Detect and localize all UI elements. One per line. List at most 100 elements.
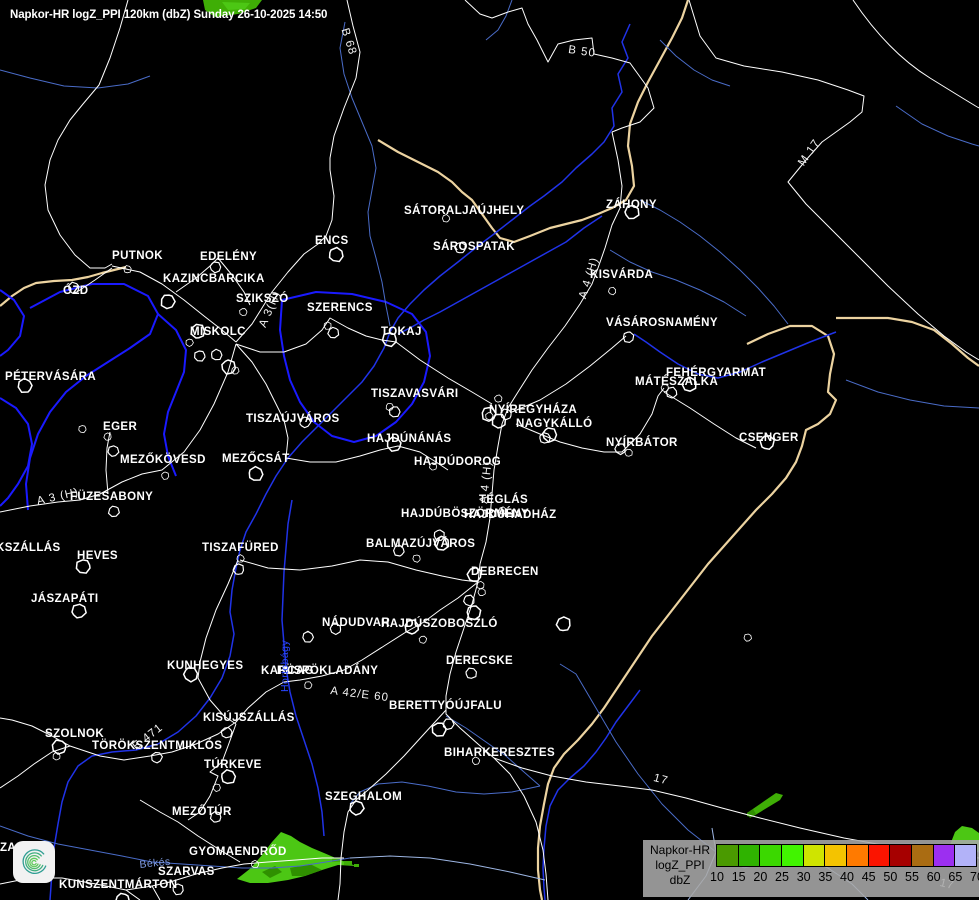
map-label: TISZAVASVÁRI [371, 388, 459, 400]
map-label: TÖRÖKSZENTMIKLÓS [92, 740, 223, 752]
legend-line-radar: Napkor-HR [649, 843, 710, 857]
map-label: Hortobágy [279, 639, 291, 692]
map-label: ZA [0, 842, 17, 854]
legend-swatch [716, 844, 739, 867]
legend-swatch [759, 844, 783, 867]
map-label: KISÚJSZÁLLÁS [203, 712, 295, 724]
map-label: SZIKSZÓ [236, 293, 289, 305]
map-label: PUTNOK [112, 250, 163, 262]
legend-swatch [846, 844, 869, 867]
map-label: KISVÁRDA [590, 269, 654, 281]
map-label: KAZINCBARCIKA [163, 273, 265, 285]
legend-product-name: Napkor-HR logZ_PPI dbZ [643, 840, 717, 897]
legend-swatch-row [716, 844, 978, 867]
map-label: SZARVAS [158, 866, 215, 878]
legend-tick: 65 [948, 870, 963, 884]
map-label: DERECSKE [446, 655, 514, 667]
map-label: KUNSZENTMÁRTON [59, 879, 178, 891]
legend-tick: 25 [775, 870, 789, 884]
map-label: HAJDÚSZOBOSZLÓ [381, 618, 498, 630]
map-label: BERETTYÓÚJFALU [389, 700, 502, 712]
legend-tick: 35 [818, 870, 833, 884]
map-label: MISKOLC [190, 326, 246, 338]
map-label: ÓZD [63, 285, 89, 297]
map-label: SZEGHALOM [325, 791, 403, 803]
legend-tick: 60 [926, 870, 941, 884]
map-label: EGER [103, 421, 138, 433]
legend-swatch [889, 844, 913, 867]
legend-line-unit: dbZ [669, 873, 691, 887]
map-label: HAJDÚHADHÁZ [464, 509, 557, 521]
map-label: FÜZESABONY [70, 491, 154, 503]
map-label: B 68 [338, 26, 359, 57]
map-label: TISZAFÜRED [202, 542, 279, 554]
legend-swatch [781, 844, 804, 867]
legend-swatch [824, 844, 848, 867]
map-label: SÁTORALJAÚJHELY [404, 205, 525, 217]
map-label: TISZAÚJVÁROS [246, 413, 340, 425]
map-label: JÁSZAPÁTI [31, 593, 99, 605]
legend-tick: 15 [731, 870, 746, 884]
legend-tick: 50 [883, 870, 898, 884]
legend-color-scale: 10 15 20 25 30 35 40 45 50 55 60 65 70 [710, 840, 979, 897]
vortex-spiral-icon [22, 849, 47, 875]
map-label: SZOLNOK [45, 728, 105, 740]
map-label: A 42/E 60 [329, 685, 390, 705]
legend-swatch [911, 844, 934, 867]
map-label: M 17 [796, 137, 823, 169]
map-label: FEHÉRGYARMAT [666, 367, 767, 379]
map-label: NAGYKÁLLÓ [516, 418, 593, 430]
map-label: B 50 [567, 44, 597, 60]
map-label: TÉGLÁS [479, 494, 529, 506]
legend-tick: 10 [710, 870, 724, 884]
radar-product-title: Napkor-HR logZ_PPI 120km (dbZ) Sunday 26… [10, 9, 328, 21]
legend-tick: 70 [970, 870, 979, 884]
legend-swatch [737, 844, 761, 867]
map-label: DEBRECEN [471, 566, 539, 578]
map-label: SÁROSPATAK [433, 241, 515, 253]
map-label: ENCS [315, 235, 349, 247]
legend-tick: 30 [796, 870, 811, 884]
map-label: SZERENCS [307, 302, 373, 314]
map-label: KARCAG [261, 665, 314, 677]
map-label: NYÍREGYHÁZA [489, 404, 578, 416]
legend-line-product: logZ_PPI [655, 858, 705, 872]
map-label: TÚRKEVE [204, 759, 262, 771]
map-label: 17 [652, 772, 670, 788]
map-label: HAJDÚNÁNÁS [367, 433, 452, 445]
map-label: HEVES [77, 550, 118, 562]
legend-swatch [932, 844, 956, 867]
map-label: ZÁHONY [606, 199, 657, 211]
map-label: A 3 (H) [35, 486, 81, 508]
map-label: NÁDUDVAR [322, 617, 391, 629]
map-label: TOKAJ [381, 326, 422, 338]
map-label: MEZŐTÚR [172, 806, 232, 818]
map-label: BALMAZÚJVÁROS [366, 538, 476, 550]
map-label: PÉTERVÁSÁRA [5, 371, 97, 383]
map-label: BIHARKERESZTES [444, 747, 556, 759]
map-label: CSENGER [739, 432, 799, 444]
legend-tick-row: 10 15 20 25 30 35 40 45 50 55 60 65 70 [710, 870, 979, 886]
map-label: EDELÉNY [200, 251, 258, 263]
map-label: HAJDÚDOROG [414, 456, 502, 468]
map-label: MÁTÉSZALKA [635, 376, 719, 388]
legend-tick: 40 [840, 870, 854, 884]
map-label: PÜSPÖKLADÁNY [277, 665, 379, 677]
map-label: MEZŐKÖVESD [120, 454, 206, 466]
map-label: KUNHEGYES [167, 660, 244, 672]
map-label: KSZÁLLÁS [0, 542, 61, 554]
legend-tick: 20 [753, 870, 768, 884]
weather-service-logo [13, 841, 55, 883]
map-label: VÁSÁROSNAMÉNY [606, 317, 718, 329]
map-label: MEZŐCSÁT [222, 453, 290, 465]
legend-swatch [867, 844, 891, 867]
legend-tick: 55 [905, 870, 919, 884]
map-label: NYÍRBÁTOR [606, 437, 678, 449]
legend-tick: 45 [861, 870, 876, 884]
map-label: HAJDÚBÖSZÖRMÉNY [401, 508, 530, 520]
